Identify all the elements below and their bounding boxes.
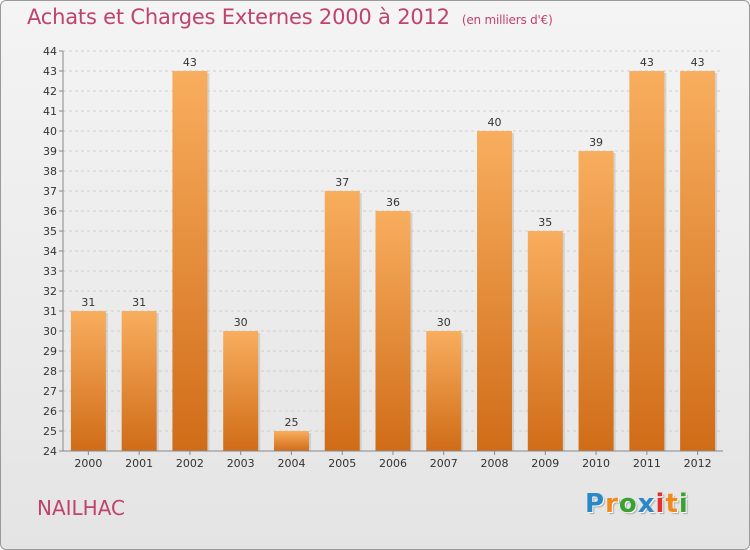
y-tick-label: 28: [43, 365, 57, 378]
y-tick-label: 37: [43, 185, 57, 198]
bar-value-label: 30: [437, 316, 451, 329]
x-tick-label: 2003: [227, 457, 255, 470]
chart-title: Achats et Charges Externes 2000 à 2012 (e…: [27, 5, 553, 29]
logo-letter: o: [618, 489, 638, 519]
bar-value-label: 30: [234, 316, 248, 329]
y-tick-label: 39: [43, 145, 57, 158]
y-tick-label: 32: [43, 285, 57, 298]
bar-value-label: 40: [488, 116, 502, 129]
logo-letter: r: [605, 489, 619, 519]
bar-2000: [70, 311, 106, 451]
bar-2008: [477, 131, 513, 451]
bar-2006: [375, 211, 411, 451]
bar-2007: [426, 331, 462, 451]
bar-value-label: 39: [589, 136, 603, 149]
bar-2012: [680, 71, 716, 451]
bar-2010: [578, 151, 614, 451]
logo-letter: t: [665, 489, 679, 519]
x-tick-label: 2004: [277, 457, 305, 470]
y-tick-label: 38: [43, 165, 57, 178]
y-tick-label: 33: [43, 265, 57, 278]
y-tick-label: 43: [43, 65, 57, 78]
logo-letter: P: [585, 489, 606, 519]
y-tick-label: 35: [43, 225, 57, 238]
bar-value-label: 37: [335, 176, 349, 189]
x-tick-label: 2009: [531, 457, 559, 470]
x-tick-label: 2008: [481, 457, 509, 470]
y-tick-label: 34: [43, 245, 57, 258]
y-tick-label: 29: [43, 345, 57, 358]
x-tick-label: 2006: [379, 457, 407, 470]
chart-title-text: Achats et Charges Externes 2000 à 2012: [27, 5, 450, 29]
bar-value-label: 25: [284, 416, 298, 429]
y-tick-label: 36: [43, 205, 57, 218]
commune-name: NAILHAC: [37, 496, 126, 520]
y-tick-label: 31: [43, 305, 57, 318]
y-tick-label: 40: [43, 125, 57, 138]
bar-2009: [527, 231, 563, 451]
bar-value-label: 36: [386, 196, 400, 209]
y-tick-label: 24: [43, 445, 57, 458]
x-tick-label: 2002: [176, 457, 204, 470]
logo-letter: i: [655, 489, 666, 519]
x-tick-label: 2001: [125, 457, 153, 470]
chart-unit: (en milliers d'€): [461, 13, 553, 27]
bar-2005: [324, 191, 360, 451]
logo-letter: i: [678, 489, 689, 519]
bar-value-label: 31: [81, 296, 95, 309]
bar-value-label: 43: [640, 56, 654, 69]
y-tick-label: 26: [43, 405, 57, 418]
bar-2003: [223, 331, 259, 451]
x-tick-label: 2000: [74, 457, 102, 470]
x-tick-label: 2012: [684, 457, 712, 470]
logo-letter: x: [637, 489, 656, 519]
y-tick-label: 42: [43, 85, 57, 98]
bar-2011: [629, 71, 665, 451]
bar-value-label: 35: [538, 216, 552, 229]
bar-value-label: 43: [691, 56, 705, 69]
bar-2004: [273, 431, 309, 451]
bar-value-label: 31: [132, 296, 146, 309]
y-tick-label: 30: [43, 325, 57, 338]
proxiti-logo: Proxiti: [585, 489, 689, 519]
x-tick-label: 2011: [633, 457, 661, 470]
bar-2002: [172, 71, 208, 451]
x-tick-label: 2010: [582, 457, 610, 470]
y-tick-label: 44: [43, 45, 57, 58]
y-tick-label: 41: [43, 105, 57, 118]
y-tick-label: 25: [43, 425, 57, 438]
bar-2001: [121, 311, 157, 451]
x-tick-label: 2007: [430, 457, 458, 470]
bar-value-label: 43: [183, 56, 197, 69]
y-tick-label: 27: [43, 385, 57, 398]
x-tick-label: 2005: [328, 457, 356, 470]
